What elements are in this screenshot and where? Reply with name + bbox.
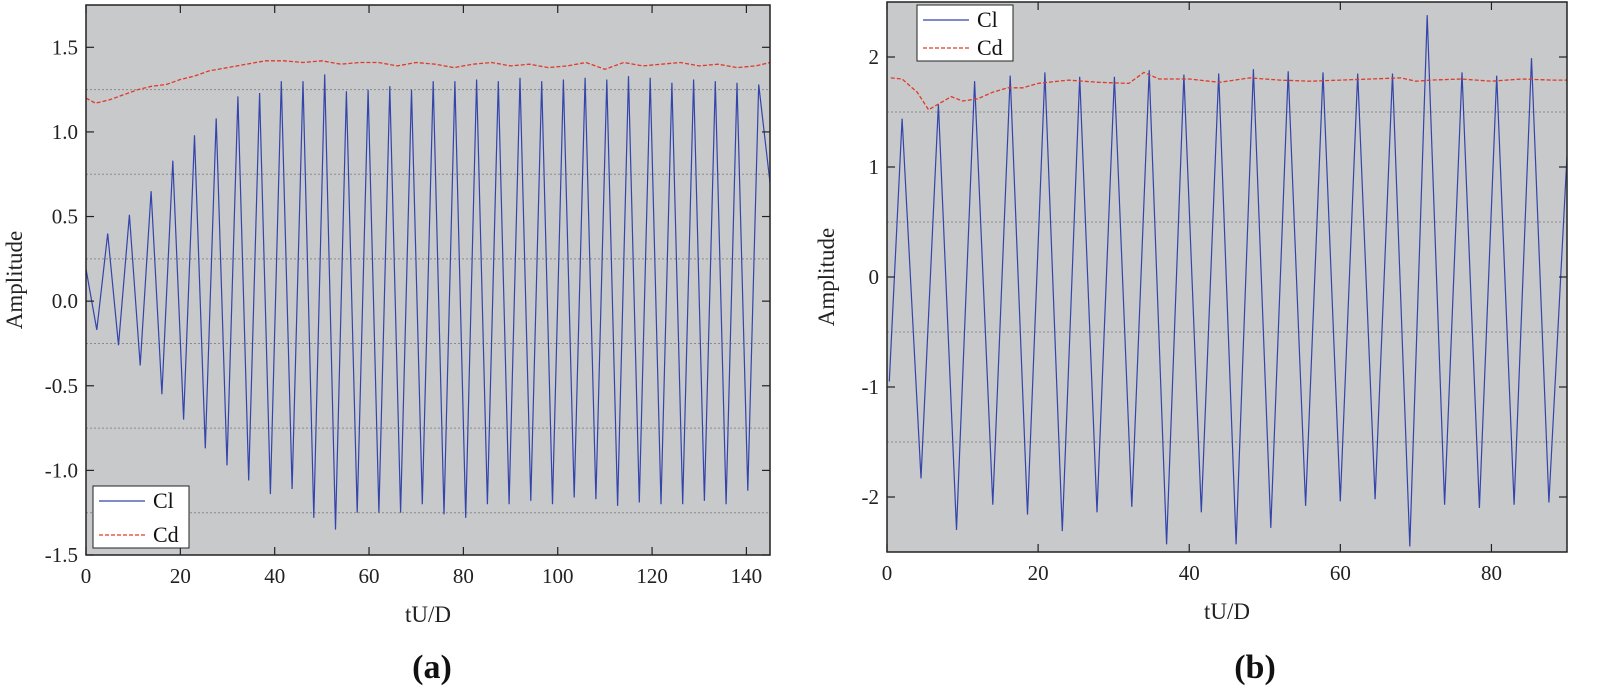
series-line-cd: [890, 71, 1567, 111]
x-tick-label: 60: [359, 564, 380, 588]
plot-frame: [85, 4, 771, 556]
x-tick-label: 120: [636, 564, 668, 588]
y-axis-title: Amplitude: [2, 231, 27, 329]
x-tick-label: 20: [170, 564, 191, 588]
legend: Cl Cd: [92, 485, 190, 549]
legend: Cl Cd: [916, 4, 1014, 62]
legend-box: [92, 485, 190, 549]
x-tick-label: 0: [81, 564, 92, 588]
y-tick-label: -1.0: [45, 458, 78, 482]
y-tick-label: 1.5: [52, 35, 78, 59]
plot-area: [887, 2, 1567, 552]
legend-box: [916, 4, 1014, 62]
y-tick-label: 0: [869, 265, 880, 289]
series-line-cd: [86, 60, 770, 104]
y-tick-label: -0.5: [45, 374, 78, 398]
x-tick-label: 40: [1179, 561, 1200, 585]
series-line-cl: [86, 74, 770, 530]
legend-label-cd: Cd: [977, 35, 1003, 60]
y-tick-label: 0.5: [52, 205, 78, 229]
panel-label: (b): [1234, 649, 1276, 686]
y-tick-label: -2: [862, 485, 880, 509]
x-tick-label: 140: [731, 564, 763, 588]
x-tick-label: 80: [1481, 561, 1502, 585]
y-tick-label: -1: [862, 375, 880, 399]
legend-label-cl: Cl: [977, 7, 998, 32]
x-tick-label: 60: [1330, 561, 1351, 585]
y-tick-label: 1: [869, 155, 880, 179]
x-tick-label: 0: [882, 561, 893, 585]
y-tick-label: 1.0: [52, 120, 78, 144]
chart-panel-b: 0 20 40 60 80 -2 -1 0 1 2 tU/D Amplitude Cl Cd (b): [814, 1, 1568, 686]
x-tick-label: 20: [1028, 561, 1049, 585]
x-axis-title: tU/D: [1204, 599, 1250, 624]
y-axis-title: Amplitude: [814, 228, 839, 326]
x-tick-label: 80: [453, 564, 474, 588]
panel-label: (a): [412, 649, 452, 686]
x-axis-title: tU/D: [405, 602, 451, 627]
series-line-cl: [888, 15, 1567, 547]
legend-label-cl: Cl: [153, 488, 174, 513]
x-tick-label: 40: [264, 564, 285, 588]
x-tick-label: 100: [542, 564, 574, 588]
y-tick-label: 2: [869, 45, 880, 69]
legend-label-cd: Cd: [153, 522, 179, 547]
chart-panel-a: 0 20 40 60 80 100 120 140 -1.5 -1.0 -0.5 0.0 0.5 1.0 1…: [2, 4, 771, 686]
y-tick-label: -1.5: [45, 543, 78, 567]
y-tick-label: 0.0: [52, 289, 78, 313]
